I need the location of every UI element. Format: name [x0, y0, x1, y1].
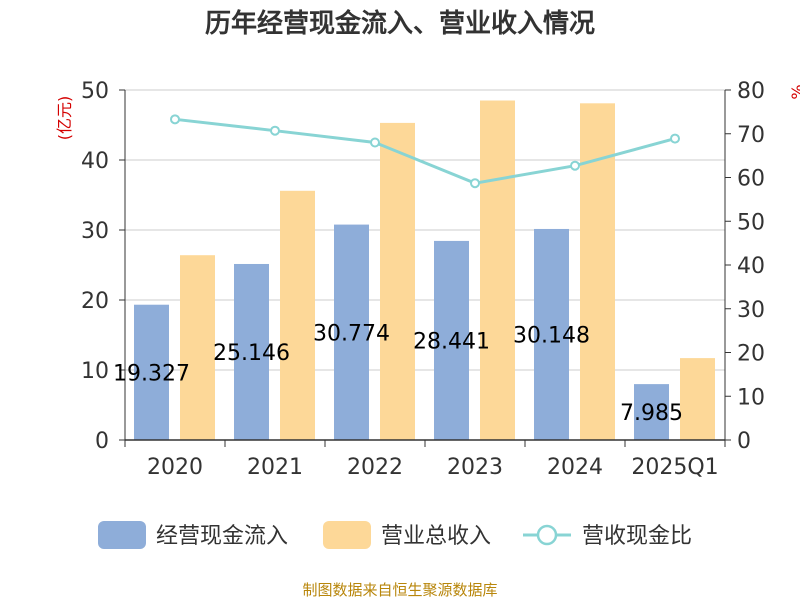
- left-tick-label: 50: [81, 79, 109, 104]
- left-tick-label: 40: [81, 149, 109, 174]
- right-tick-label: 20: [737, 342, 765, 367]
- x-tick-label: 2024: [547, 455, 603, 480]
- bar-revenue: [480, 100, 515, 440]
- ratio-point: [170, 114, 180, 125]
- legend-swatch-revenue: [323, 521, 371, 549]
- ratio-point: [670, 133, 680, 144]
- legend-swatch-cash-inflow: [98, 521, 146, 549]
- legend-label-cash-inflow: 经营现金流入: [156, 524, 288, 549]
- right-tick-label: 10: [737, 385, 765, 410]
- bars: [134, 100, 715, 441]
- right-tick-label: 70: [737, 123, 765, 148]
- bar-cash-inflow: [234, 263, 269, 440]
- grid: [125, 89, 725, 371]
- left-tick-label: 30: [81, 219, 109, 244]
- ratio-line: [174, 117, 676, 185]
- x-tick-label: 2025Q1: [631, 455, 718, 480]
- right-tick-label: 50: [737, 210, 765, 235]
- bar-value-label: 30.148: [513, 323, 590, 348]
- ratio-point: [370, 137, 380, 148]
- bar-cash-inflow: [434, 240, 469, 440]
- bar-cash-inflow: [334, 224, 369, 440]
- right-tick-label: 40: [737, 254, 765, 279]
- bar-cash-inflow: [134, 304, 169, 440]
- right-tick-label: 30: [737, 298, 765, 323]
- bar-revenue: [680, 358, 715, 440]
- ratio-point: [570, 160, 580, 171]
- x-tick-label: 2022: [347, 455, 403, 480]
- ratio-point: [270, 125, 280, 136]
- bar-revenue: [380, 122, 415, 441]
- left-tick-label: 20: [81, 289, 109, 314]
- right-axis-unit: %: [788, 84, 800, 99]
- bar-cash-inflow: [634, 384, 669, 440]
- bar-revenue: [180, 255, 215, 440]
- bar-revenue: [280, 190, 315, 440]
- bar-value-label: 30.774: [313, 321, 390, 346]
- right-tick-label: 60: [737, 167, 765, 192]
- bar-labels: 19.327 25.146 30.774 28.441 30.148 7.985: [113, 321, 683, 426]
- chart-title: 历年经营现金流入、营业收入情况: [205, 8, 595, 39]
- legend-label-revenue: 营业总收入: [381, 524, 491, 549]
- legend-marker-ratio: [536, 524, 558, 546]
- bar-value-label: 7.985: [620, 401, 683, 426]
- right-tick-label: 0: [737, 429, 751, 454]
- bar-cash-inflow: [534, 228, 569, 440]
- x-tick-label: 2023: [447, 455, 503, 480]
- legend-label-ratio: 营收现金比: [582, 524, 692, 549]
- x-tick-label: 2021: [247, 455, 303, 480]
- bar-value-label: 28.441: [413, 329, 490, 354]
- ratio-point: [470, 178, 480, 189]
- bar-value-label: 19.327: [113, 361, 190, 386]
- axes: 0 10 20 30 40 50 0 10 20 30 40 50 60 70 80 2020 2021 2022…: [81, 79, 765, 480]
- left-axis-unit: (亿元): [55, 96, 74, 141]
- left-tick-label: 0: [95, 429, 109, 454]
- right-tick-label: 80: [737, 79, 765, 104]
- line-series: [170, 114, 680, 189]
- x-tick-label: 2020: [147, 455, 203, 480]
- bar-value-label: 25.146: [213, 341, 290, 366]
- bar-revenue: [580, 103, 615, 441]
- left-tick-label: 10: [81, 359, 109, 384]
- legend: 经营现金流入 营业总收入 营收现金比: [98, 521, 692, 549]
- source-note: 制图数据来自恒生聚源数据库: [302, 581, 497, 599]
